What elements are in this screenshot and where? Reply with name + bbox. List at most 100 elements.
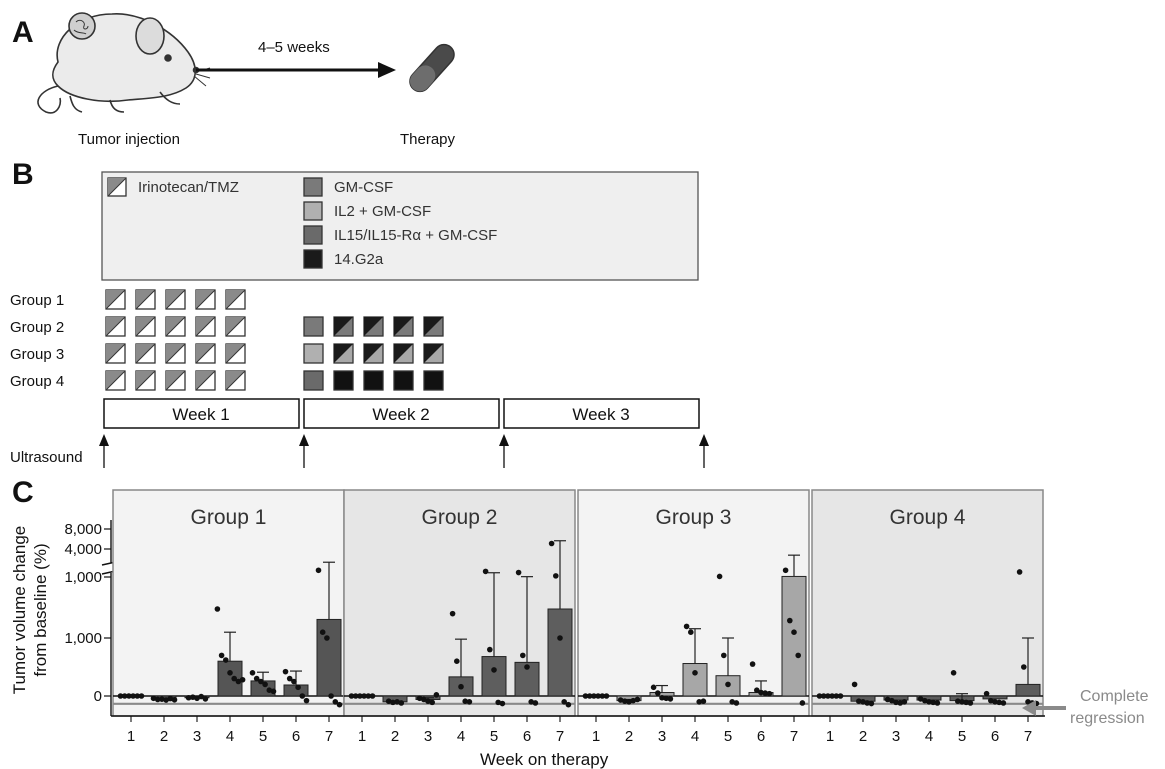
group-label-3: Group 3 — [10, 346, 64, 363]
point-g2-w1-4 — [361, 693, 367, 699]
point-g4-w2-1 — [851, 681, 858, 688]
point-g3-w6-5 — [766, 690, 773, 697]
point-g4-w3-3 — [893, 699, 899, 706]
legend-swatch-il15 — [303, 225, 323, 245]
x-tick-label-g2-w5: 5 — [490, 728, 498, 745]
dose-week1-g2-2 — [135, 316, 156, 337]
tumor-icon — [68, 12, 96, 40]
point-g1-w6-1 — [282, 668, 289, 675]
arrow-head-icon — [378, 62, 396, 78]
panel-c-label: C — [12, 476, 34, 509]
panel-title-2: Group 2 — [422, 506, 498, 529]
bar-g1-w4 — [217, 660, 243, 697]
point-g3-w7-4 — [795, 652, 801, 659]
dose-week2-g4-3 — [363, 370, 384, 391]
capsule-icon — [409, 43, 455, 93]
point-g3-w2-4 — [630, 697, 636, 704]
dose-week2-g4-5 — [423, 370, 444, 391]
point-g4-w5-4 — [963, 699, 969, 706]
dose-week1-g4-1 — [105, 370, 126, 391]
dose-week2-g3-1 — [303, 343, 324, 364]
point-g1-w5-6 — [270, 688, 277, 695]
point-g4-w1-1 — [816, 693, 823, 699]
x-tick-label-g2-w4: 4 — [457, 728, 465, 745]
y-axis-label-line1: Tumor volume change — [10, 526, 29, 695]
bar-g4-w6 — [982, 695, 1008, 700]
point-g1-w7-6 — [336, 701, 343, 708]
point-g1-w5-2 — [253, 675, 260, 682]
point-g2-w1-6 — [369, 693, 376, 699]
ultrasound-arrow-1 — [99, 434, 109, 468]
x-tick-label-g3-w1: 1 — [592, 728, 600, 745]
point-g4-w2-4 — [864, 700, 870, 706]
week-label-1: Week 1 — [172, 405, 229, 424]
point-g2-w2-1 — [385, 698, 392, 705]
panel-title-3: Group 3 — [656, 506, 732, 529]
bar-g2-w5 — [481, 656, 507, 697]
week-box-3 — [503, 398, 700, 429]
point-g1-w4-2 — [218, 652, 225, 659]
point-g1-w1-6 — [138, 693, 145, 699]
point-g1-w2-2 — [154, 696, 161, 703]
x-tick-label-g2-w1: 1 — [358, 728, 366, 745]
point-g1-w6-4 — [295, 684, 301, 691]
point-g1-w2-5 — [167, 695, 174, 702]
x-tick-label-g3-w6: 6 — [757, 728, 765, 745]
legend-swatch-gm — [303, 177, 323, 197]
point-g1-w4-6 — [235, 678, 242, 685]
legend: Irinotecan/TMZ GM-CSF IL2 + GM-CSF IL15/IL1… — [107, 177, 497, 269]
point-g1-w4-1 — [214, 606, 221, 612]
point-g1-w4-7 — [239, 676, 246, 683]
y-tick-label-2: 1,000 — [64, 630, 102, 647]
tumor-injection-caption: Tumor injection — [78, 131, 180, 148]
point-g3-w5-2 — [721, 652, 727, 659]
point-g4-w1-4 — [829, 693, 835, 699]
dose-week1-g4-3 — [165, 370, 186, 391]
point-g3-w4-3 — [692, 670, 698, 676]
dose-week2-g2-5 — [423, 316, 444, 337]
y-tick-label-3: 1,000 — [64, 569, 102, 586]
legend-swatch-g2a — [303, 249, 323, 269]
x-tick-label-g4-w7: 7 — [1024, 728, 1032, 745]
point-g3-w5-4 — [729, 699, 735, 705]
point-g1-w6-5 — [299, 693, 306, 699]
legend-swatch-il2 — [303, 201, 323, 221]
point-g4-w7-3 — [1025, 699, 1031, 705]
x-tick-label-g2-w7: 7 — [556, 728, 564, 745]
x-tick-label-g1-w2: 2 — [160, 728, 168, 745]
point-g3-w5-1 — [716, 573, 723, 580]
point-g1-w1-1 — [117, 693, 124, 699]
panel-a-label: A — [12, 16, 34, 49]
legend-label-irino: Irinotecan/TMZ — [138, 179, 239, 196]
point-g1-w2-3 — [159, 696, 165, 702]
point-g2-w1-5 — [365, 693, 372, 699]
point-g1-w1-3 — [126, 693, 132, 699]
x-tick-label-g3-w7: 7 — [790, 728, 798, 745]
point-g1-w7-1 — [315, 567, 322, 574]
group-label-1: Group 1 — [10, 292, 64, 309]
point-g4-w1-5 — [833, 693, 840, 699]
legend-label-gm: GM-CSF — [334, 179, 393, 196]
point-g2-w4-1 — [449, 610, 456, 617]
x-tick-label-g4-w1: 1 — [826, 728, 834, 745]
point-g1-w4-4 — [227, 670, 233, 676]
dose-week2-g2-1 — [303, 316, 324, 337]
group-label-2: Group 2 — [10, 319, 64, 336]
point-g1-w2-1 — [150, 695, 157, 702]
point-g3-w6-1 — [749, 661, 756, 667]
point-g3-w4-1 — [683, 623, 690, 630]
point-g4-w1-6 — [837, 693, 844, 699]
dose-week1-g3-4 — [195, 343, 216, 364]
dose-week1-g2-5 — [225, 316, 246, 337]
point-g4-w3-1 — [884, 696, 891, 703]
legend-label-g2a: 14.G2a — [334, 251, 384, 268]
chart-panel-4: Group 4 1 2 3 4 5 6 7 — [811, 489, 1044, 745]
ultrasound-arrows — [99, 434, 709, 468]
x-tick-label-g1-w7: 7 — [325, 728, 333, 745]
point-g4-w3-2 — [889, 697, 895, 704]
point-g3-w2-5 — [634, 696, 641, 703]
group-label-4: Group 4 — [10, 373, 64, 390]
point-g3-w7-5 — [799, 700, 806, 706]
point-g1-w3-5 — [202, 696, 209, 702]
point-g2-w1-3 — [357, 693, 363, 699]
